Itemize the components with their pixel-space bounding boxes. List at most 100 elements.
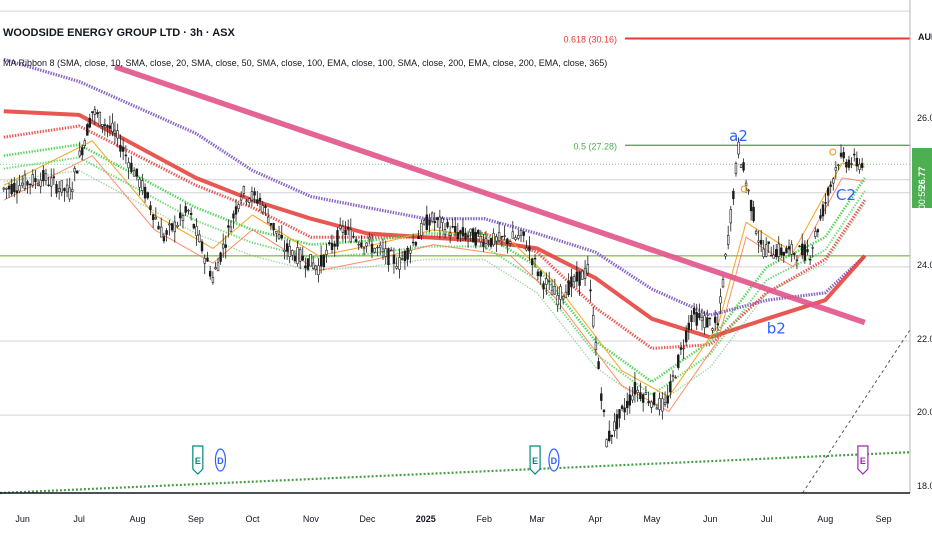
candle-body xyxy=(127,162,130,169)
candle-body xyxy=(21,182,24,186)
candle-body xyxy=(370,243,374,253)
candle-body xyxy=(176,224,179,227)
ribbon-line-sma-10 xyxy=(3,140,865,398)
wave-label-c2[interactable]: C2 xyxy=(836,186,856,204)
candle-body xyxy=(623,407,626,413)
candle-body xyxy=(154,216,158,220)
fibonacci-levels[interactable]: 0.618 (30.16) 0.5 (27.28) xyxy=(0,35,910,257)
candle-body xyxy=(711,328,714,331)
candle-body xyxy=(628,394,631,406)
candle-body xyxy=(296,247,299,265)
candle-body xyxy=(13,182,16,193)
candle-body xyxy=(430,212,434,222)
candle-body xyxy=(798,245,801,248)
candle-body xyxy=(572,276,576,283)
candle-body xyxy=(181,215,185,222)
candle-body xyxy=(597,361,600,369)
downtrend-line-stroke[interactable] xyxy=(114,64,866,326)
candle-body xyxy=(548,280,551,282)
candle-body xyxy=(253,191,256,196)
long-term-trendlines[interactable] xyxy=(0,329,911,495)
candle-body xyxy=(146,192,149,199)
candle-body xyxy=(81,147,84,156)
candle-body xyxy=(767,241,770,244)
price-label-18: 18.00 xyxy=(917,481,932,491)
candle-body xyxy=(36,183,40,186)
ribbon-line-sma-50 xyxy=(3,143,866,384)
downtrend-line[interactable] xyxy=(114,64,866,326)
candle-body xyxy=(744,182,748,187)
candle-body xyxy=(703,315,706,328)
time-label-sep: Sep xyxy=(188,514,204,524)
candle-body xyxy=(832,178,835,184)
candle-body xyxy=(477,229,480,234)
candle-body xyxy=(633,382,637,395)
event-badge-shape xyxy=(529,445,541,475)
candle-body xyxy=(533,257,537,260)
candle-body xyxy=(620,405,624,409)
candle-body xyxy=(200,241,204,252)
candle-body xyxy=(44,173,48,181)
candle-body xyxy=(309,253,312,267)
candle-body xyxy=(847,159,851,168)
candle-body xyxy=(855,157,859,167)
candle-body xyxy=(695,312,698,326)
long-term-dashed-line[interactable] xyxy=(802,329,911,494)
candle-body xyxy=(716,323,720,326)
candle-body xyxy=(63,188,66,192)
event-badge-shape xyxy=(192,445,204,475)
candle-body xyxy=(592,314,595,327)
candle-body xyxy=(726,235,730,245)
price-label-24: 24.00 xyxy=(917,260,932,270)
candle-body xyxy=(669,381,672,393)
candle-body xyxy=(239,196,243,201)
wave-label-b2[interactable]: b2 xyxy=(767,320,786,338)
time-axis[interactable]: Jun Jul Aug Sep Oct Nov Dec 2025 Feb Mar Apr May Jun… xyxy=(0,492,910,524)
candle-body xyxy=(785,248,788,254)
candle-body xyxy=(50,177,53,187)
candle-body xyxy=(754,230,758,234)
event-marker-earnings-upcoming[interactable]: E xyxy=(857,445,869,475)
price-axis[interactable]: AUD 26.00 24.00 22.00 20.00 18.00 26.77 … xyxy=(909,0,932,493)
candle-body xyxy=(469,228,472,233)
candle-body xyxy=(503,235,506,237)
event-marker-dividend[interactable]: D xyxy=(548,448,560,472)
candle-body xyxy=(684,330,688,343)
candle-body xyxy=(387,248,390,265)
ma-ribbon xyxy=(3,57,867,413)
candle-body xyxy=(608,430,611,441)
candle-body xyxy=(143,186,147,199)
candle-body xyxy=(7,185,11,190)
price-label-20: 20.00 xyxy=(917,407,932,417)
candle-body xyxy=(517,235,520,239)
indicator-legend[interactable]: MA Ribbon 8 (SMA, close, 10, SMA, close,… xyxy=(3,58,607,68)
candle-body xyxy=(644,392,648,395)
candle-body xyxy=(360,242,363,248)
candle-body xyxy=(314,265,317,270)
candle-body xyxy=(373,248,376,253)
candle-body xyxy=(108,125,112,129)
candle-body xyxy=(492,232,495,246)
candle-body xyxy=(195,226,198,236)
event-marker-earnings[interactable]: E xyxy=(192,445,204,475)
chart-title: WOODSIDE ENERGY GROUP LTD · 3h · ASX xyxy=(3,27,236,39)
candle-body xyxy=(23,174,27,189)
event-badge-shape xyxy=(214,448,227,472)
candle-body xyxy=(403,250,407,262)
wave-label-a2[interactable]: a2 xyxy=(729,127,748,145)
candle-body xyxy=(78,150,81,157)
event-marker-earnings[interactable]: E xyxy=(529,445,541,475)
candle-body xyxy=(615,414,619,430)
wave-labels[interactable]: a2 b2 C2 xyxy=(729,127,856,338)
candle-body xyxy=(713,316,717,323)
candle-body xyxy=(436,217,439,220)
candle-body xyxy=(474,232,477,246)
candle-body xyxy=(780,247,783,256)
time-label-dec: Dec xyxy=(359,514,376,524)
pivot-marker xyxy=(740,185,748,193)
event-marker-dividend[interactable]: D xyxy=(214,448,227,472)
fib-level-label: 0.5 (27.28) xyxy=(573,141,617,151)
